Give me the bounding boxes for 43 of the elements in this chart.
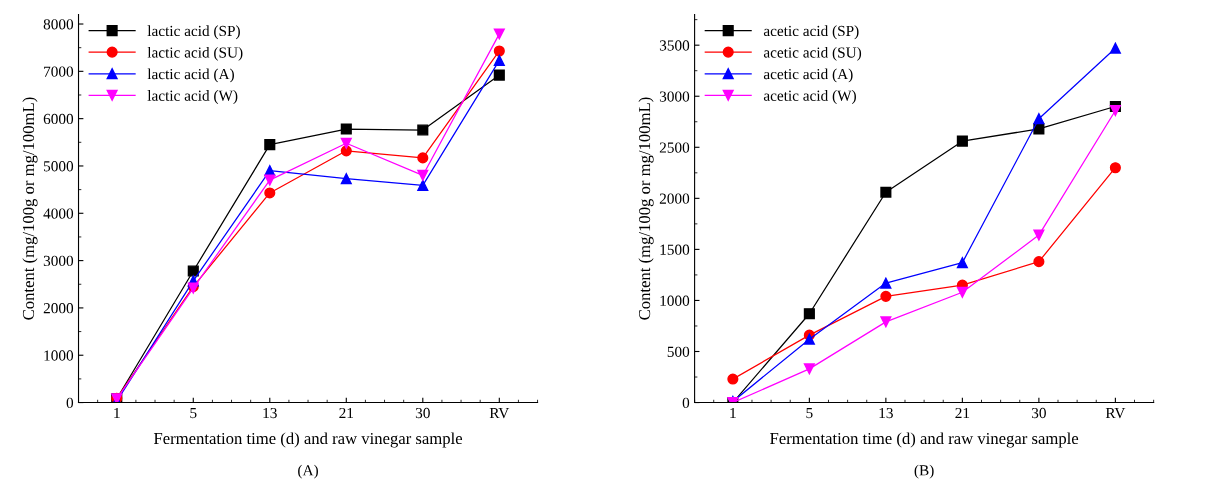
y-tick-label: 4000: [43, 208, 74, 219]
x-tick-label: 1: [114, 407, 120, 419]
y-tick-label: 2500: [659, 142, 690, 153]
y-tick-label: 1000: [44, 350, 74, 361]
text: (B): [914, 464, 934, 479]
text: (A): [298, 464, 318, 479]
x-tick-label: 21: [339, 407, 354, 419]
x-axis-title: Fermentation time (d) and raw vinegar sample: [770, 432, 1079, 448]
x-tick-label: 13: [263, 407, 277, 419]
y-tick-label: 5000: [43, 161, 74, 172]
legend-label: lactic acid (SP): [147, 25, 240, 40]
y-tick-label: 500: [667, 346, 690, 357]
x-tick-label: RV: [1105, 408, 1126, 419]
x-tick-label: 5: [190, 408, 197, 419]
legend-label: lactic acid (W): [147, 90, 238, 104]
x-tick-label: 30: [1031, 407, 1046, 419]
x-tick-label: 30: [415, 407, 430, 419]
y-tick-label: 2000: [43, 303, 74, 314]
legend-label: acetic acid (W): [763, 90, 856, 104]
x-axis-title: Fermentation time (d) and raw vinegar sample: [153, 432, 463, 448]
legend-label: acetic acid (A): [763, 68, 853, 83]
legend-label: acetic acid (SU): [763, 46, 862, 61]
y-tick-label: 6000: [43, 113, 74, 125]
y-tick-label: 0: [66, 397, 74, 408]
x-tick-label: 5: [806, 408, 813, 419]
y-tick-label: 3500: [659, 40, 690, 51]
y-tick-label: 3000: [43, 255, 74, 267]
y-tick-label: 0: [682, 397, 690, 408]
y-tick-label: 7000: [44, 66, 74, 77]
x-tick-label: 1: [730, 407, 736, 419]
y-axis-title: Content (mg/100g or mg/100mL): [638, 97, 654, 320]
y-tick-label: 8000: [43, 19, 74, 30]
y-tick-label: 1500: [660, 244, 690, 255]
y-tick-label: 1000: [660, 295, 690, 306]
y-axis-title: Content (mg/100g or mg/100mL): [22, 97, 38, 320]
x-tick-label: 13: [879, 407, 893, 419]
x-tick-label: 21: [955, 407, 970, 419]
x-tick-label: RV: [489, 408, 510, 419]
legend-label: acetic acid (SP): [763, 25, 859, 40]
y-tick-label: 3000: [659, 91, 690, 102]
legend-label: lactic acid (SU): [147, 46, 243, 61]
y-tick-label: 2000: [659, 193, 690, 204]
legend-label: lactic acid (A): [147, 68, 234, 83]
